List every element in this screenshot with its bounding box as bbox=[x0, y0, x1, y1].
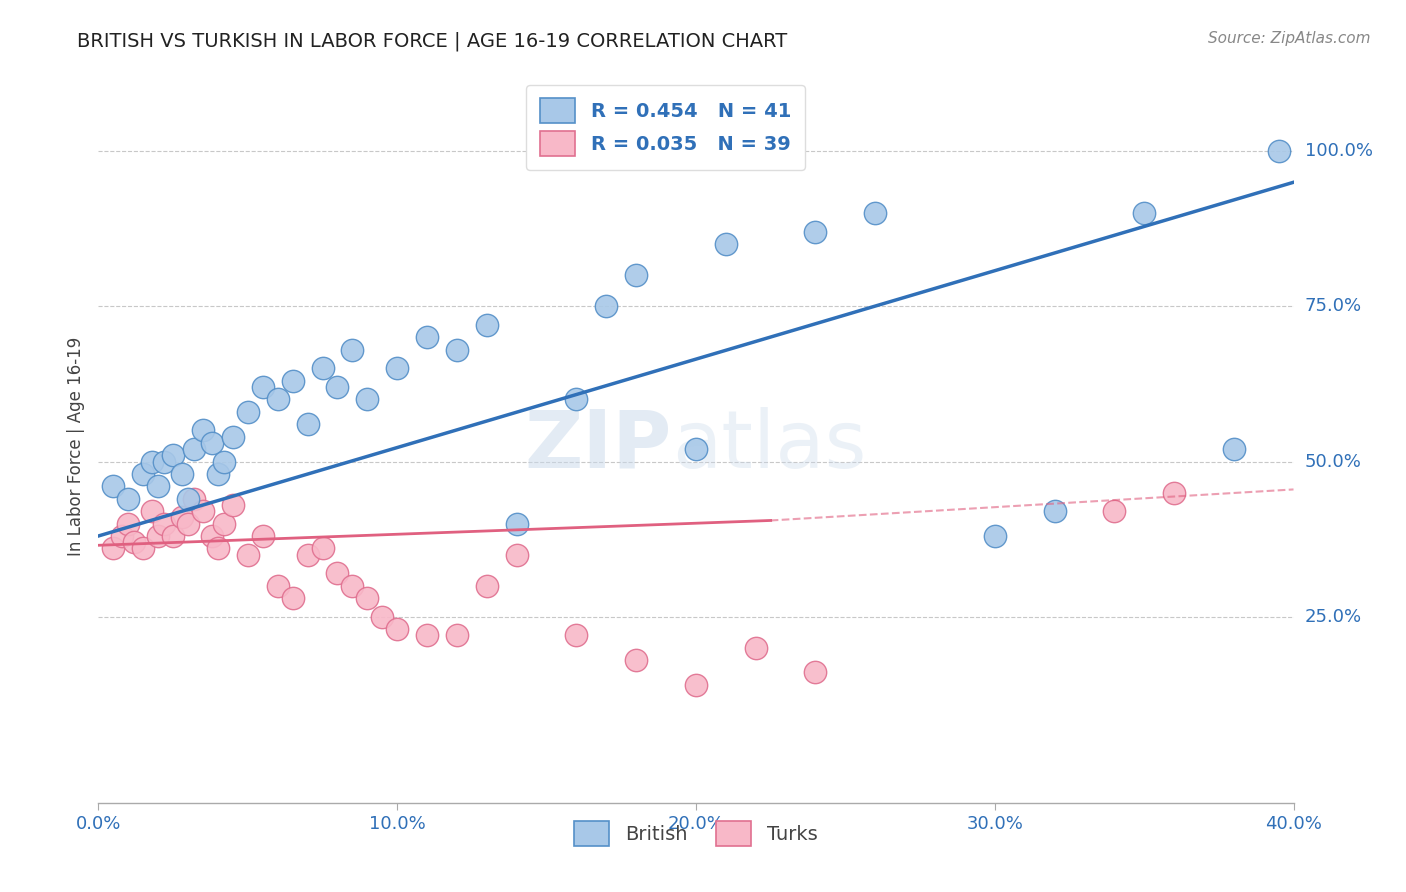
Point bbox=[1043, 504, 1066, 518]
Point bbox=[132, 467, 155, 481]
Point bbox=[595, 299, 617, 313]
Point bbox=[212, 516, 235, 531]
Point bbox=[124, 535, 146, 549]
Point bbox=[207, 467, 229, 481]
Point bbox=[385, 361, 409, 376]
Point bbox=[356, 591, 378, 605]
Text: 50.0%: 50.0% bbox=[1305, 452, 1361, 470]
Text: 25.0%: 25.0% bbox=[1305, 607, 1362, 625]
Point bbox=[984, 529, 1007, 543]
Point bbox=[153, 516, 176, 531]
Point bbox=[804, 665, 827, 680]
Point bbox=[236, 405, 259, 419]
Point bbox=[177, 516, 200, 531]
Text: ZIP: ZIP bbox=[524, 407, 672, 485]
Point bbox=[685, 678, 707, 692]
Text: 75.0%: 75.0% bbox=[1305, 297, 1362, 316]
Point bbox=[342, 579, 364, 593]
Point bbox=[201, 436, 224, 450]
Point bbox=[446, 628, 468, 642]
Point bbox=[745, 640, 768, 655]
Point bbox=[371, 609, 394, 624]
Point bbox=[342, 343, 364, 357]
Point bbox=[475, 579, 498, 593]
Point bbox=[626, 268, 648, 283]
Point bbox=[141, 504, 163, 518]
Point bbox=[311, 361, 333, 376]
Point bbox=[132, 541, 155, 556]
Point bbox=[212, 454, 235, 468]
Point bbox=[267, 579, 290, 593]
Point bbox=[626, 653, 648, 667]
Point bbox=[191, 424, 214, 438]
Point bbox=[117, 491, 139, 506]
Point bbox=[416, 330, 439, 344]
Point bbox=[103, 541, 125, 556]
Point bbox=[222, 430, 245, 444]
Point bbox=[117, 516, 139, 531]
Point bbox=[1267, 145, 1289, 159]
Point bbox=[172, 510, 194, 524]
Point bbox=[172, 467, 194, 481]
Point bbox=[311, 541, 333, 556]
Point bbox=[297, 548, 319, 562]
Point bbox=[326, 380, 349, 394]
Point bbox=[356, 392, 378, 407]
Point bbox=[1104, 504, 1126, 518]
Point bbox=[183, 442, 205, 456]
Point bbox=[804, 225, 827, 239]
Point bbox=[162, 529, 184, 543]
Point bbox=[1133, 206, 1156, 220]
Point bbox=[177, 491, 200, 506]
Point bbox=[565, 628, 588, 642]
Point bbox=[141, 454, 163, 468]
Point bbox=[1163, 485, 1185, 500]
Point bbox=[281, 591, 304, 605]
Text: 100.0%: 100.0% bbox=[1305, 142, 1372, 161]
Point bbox=[103, 479, 125, 493]
Point bbox=[297, 417, 319, 432]
Point bbox=[153, 454, 176, 468]
Point bbox=[1223, 442, 1246, 456]
Point bbox=[506, 548, 529, 562]
Point bbox=[475, 318, 498, 332]
Point bbox=[162, 448, 184, 462]
Point bbox=[111, 529, 134, 543]
Point bbox=[685, 442, 707, 456]
Point bbox=[222, 498, 245, 512]
Point bbox=[252, 380, 274, 394]
Text: Source: ZipAtlas.com: Source: ZipAtlas.com bbox=[1208, 31, 1371, 46]
Point bbox=[281, 374, 304, 388]
Point bbox=[267, 392, 290, 407]
Text: atlas: atlas bbox=[672, 407, 866, 485]
Point bbox=[207, 541, 229, 556]
Point bbox=[565, 392, 588, 407]
Y-axis label: In Labor Force | Age 16-19: In Labor Force | Age 16-19 bbox=[66, 336, 84, 556]
Point bbox=[183, 491, 205, 506]
Point bbox=[148, 479, 170, 493]
Point bbox=[506, 516, 529, 531]
Point bbox=[148, 529, 170, 543]
Point bbox=[236, 548, 259, 562]
Point bbox=[326, 566, 349, 581]
Text: BRITISH VS TURKISH IN LABOR FORCE | AGE 16-19 CORRELATION CHART: BRITISH VS TURKISH IN LABOR FORCE | AGE … bbox=[77, 31, 787, 51]
Point bbox=[416, 628, 439, 642]
Point bbox=[865, 206, 887, 220]
Point bbox=[201, 529, 224, 543]
Legend: British, Turks: British, Turks bbox=[567, 814, 825, 854]
Point bbox=[385, 622, 409, 636]
Point bbox=[191, 504, 214, 518]
Point bbox=[446, 343, 468, 357]
Point bbox=[252, 529, 274, 543]
Point bbox=[714, 237, 737, 252]
